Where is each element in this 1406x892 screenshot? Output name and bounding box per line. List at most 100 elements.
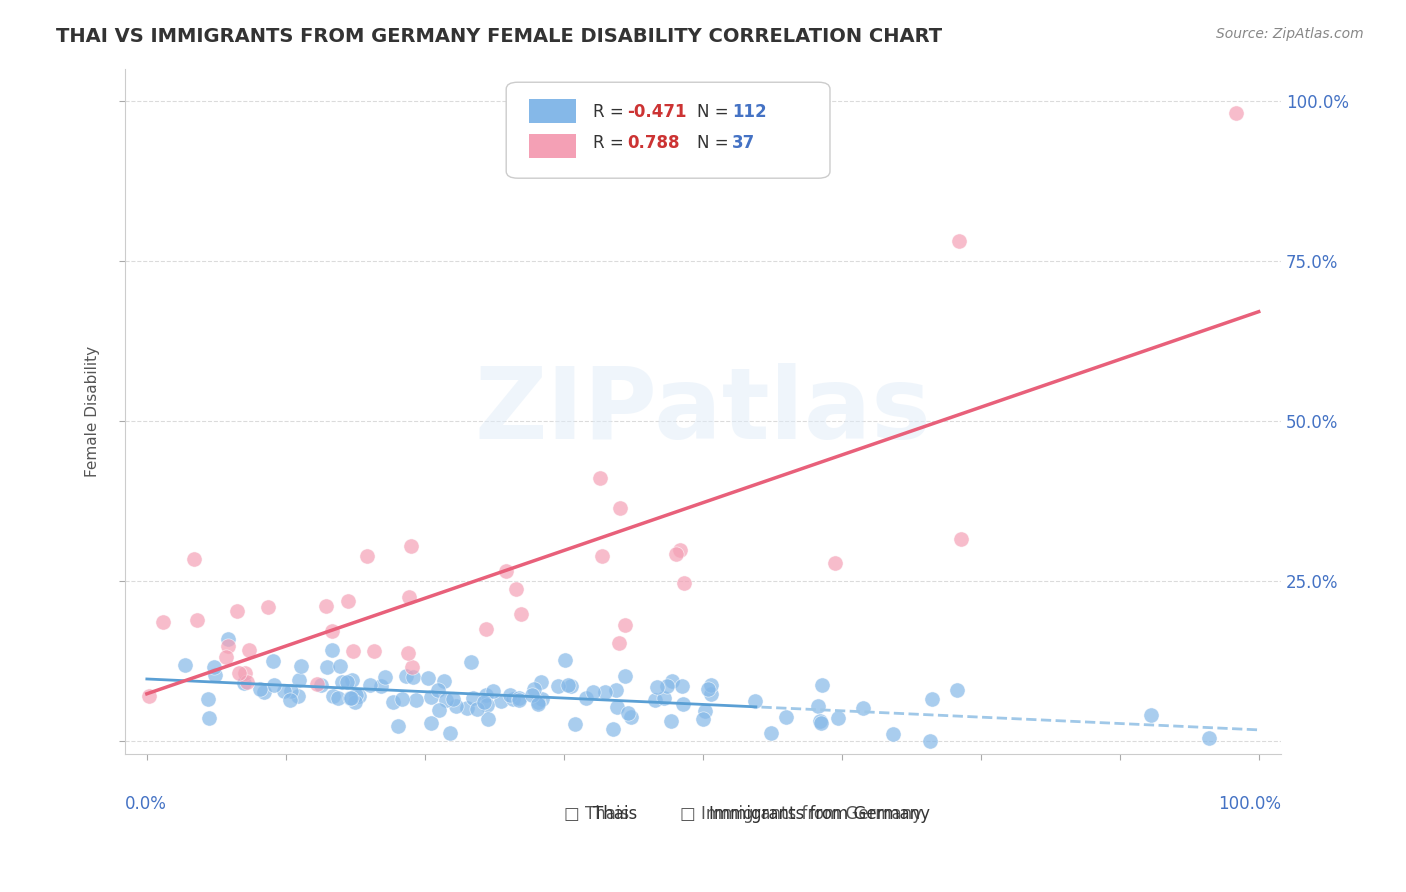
Point (699, 687, 721, 701)
Point (489, 694, 512, 708)
Text: 100.0%: 100.0% (1218, 795, 1281, 814)
Point (337, 594, 360, 608)
Text: 37: 37 (731, 134, 755, 152)
Point (343, 695, 366, 709)
Point (510, 607, 533, 622)
Point (775, 710, 797, 724)
Point (307, 677, 329, 691)
Point (474, 695, 496, 709)
Point (655, 680, 678, 694)
Point (807, 698, 830, 713)
Point (395, 669, 418, 683)
Point (508, 693, 530, 707)
Point (652, 691, 675, 706)
Point (419, 716, 441, 731)
FancyBboxPatch shape (562, 795, 591, 815)
Point (477, 713, 499, 727)
Text: □ Thais: □ Thais (564, 805, 630, 823)
Point (262, 654, 284, 668)
Point (398, 590, 420, 604)
Point (152, 615, 174, 630)
Text: Thais: Thais (593, 805, 637, 823)
Point (593, 684, 616, 698)
Point (948, 235, 970, 249)
Point (502, 691, 524, 706)
Point (523, 681, 546, 696)
Point (322, 689, 344, 703)
Point (433, 673, 456, 688)
Text: -0.471: -0.471 (627, 103, 688, 120)
Point (342, 644, 364, 658)
Point (253, 685, 276, 699)
Point (356, 549, 378, 564)
Point (236, 675, 259, 690)
Point (602, 722, 624, 736)
Point (249, 681, 271, 696)
Text: N =: N = (697, 134, 728, 152)
Text: N =: N = (697, 103, 728, 120)
Point (226, 604, 249, 618)
Point (547, 679, 569, 693)
Point (173, 657, 195, 672)
Point (315, 599, 337, 613)
Point (418, 671, 440, 685)
Point (347, 689, 370, 703)
Point (696, 682, 718, 697)
Point (921, 691, 943, 706)
Point (339, 691, 361, 706)
Point (197, 692, 219, 706)
Point (560, 679, 582, 693)
Point (606, 700, 628, 714)
FancyBboxPatch shape (506, 82, 830, 178)
Point (280, 684, 302, 698)
Point (659, 714, 682, 729)
Point (499, 688, 522, 702)
Point (257, 600, 280, 615)
Point (273, 684, 295, 698)
Point (1198, 731, 1220, 745)
Point (644, 693, 666, 707)
FancyBboxPatch shape (529, 134, 575, 158)
Point (1139, 708, 1161, 723)
Point (321, 624, 343, 638)
Point (426, 683, 449, 698)
Point (228, 666, 250, 681)
Point (427, 703, 450, 717)
Point (665, 547, 688, 561)
Point (1225, 106, 1247, 120)
Point (329, 659, 352, 673)
Point (671, 679, 693, 693)
Point (852, 701, 875, 715)
Text: 0.0%: 0.0% (125, 795, 166, 814)
Point (218, 639, 240, 653)
Point (405, 693, 427, 707)
Point (605, 683, 627, 698)
Point (482, 684, 505, 698)
Point (647, 680, 669, 694)
Point (530, 691, 553, 706)
Point (233, 676, 256, 690)
Text: 112: 112 (731, 103, 766, 120)
Point (564, 717, 586, 731)
Point (326, 691, 349, 706)
Point (946, 683, 969, 698)
Point (382, 694, 405, 708)
Text: Source: ZipAtlas.com: Source: ZipAtlas.com (1216, 27, 1364, 41)
Point (336, 675, 359, 690)
Point (198, 711, 221, 725)
Point (607, 636, 630, 650)
Text: THAI VS IMMIGRANTS FROM GERMANY FEMALE DISABILITY CORRELATION CHART: THAI VS IMMIGRANTS FROM GERMANY FEMALE D… (56, 27, 942, 45)
Point (340, 673, 363, 687)
Point (391, 692, 413, 706)
Text: R =: R = (593, 103, 624, 120)
Point (613, 618, 636, 632)
Point (461, 691, 484, 706)
Point (439, 726, 461, 740)
Point (589, 471, 612, 485)
Point (233, 666, 256, 681)
Point (456, 701, 478, 715)
Point (950, 532, 973, 546)
Point (263, 678, 285, 692)
Text: Immigrants from Germany: Immigrants from Germany (709, 805, 929, 823)
Point (508, 691, 530, 706)
